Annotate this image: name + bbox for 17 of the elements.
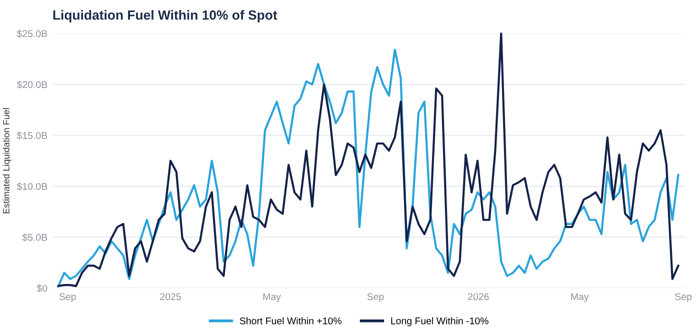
x-tick-label: Sep xyxy=(367,293,384,302)
x-tick-label: May xyxy=(571,293,589,302)
y-tick-label: $25.0B xyxy=(16,30,48,38)
y-tick-label: $20.0B xyxy=(16,80,48,89)
x-tick-label: May xyxy=(263,293,281,302)
y-axis-title: Estimated Liquidation Fuel xyxy=(2,108,12,214)
y-tick-label: $0 xyxy=(36,284,48,292)
x-tick-label: 2026 xyxy=(468,293,489,300)
y-tick-label: $15.0B xyxy=(16,132,48,140)
x-tick-label: Sep xyxy=(59,293,76,302)
chart-title: Liquidation Fuel Within 10% of Spot xyxy=(53,10,278,22)
x-tick-label: Sep xyxy=(675,293,692,302)
y-tick-label: $10.0B xyxy=(16,182,48,190)
x-tick-label: 2025 xyxy=(160,293,181,300)
legend-label: Long Fuel Within -10% xyxy=(391,317,488,326)
legend-label: Short Fuel Within +10% xyxy=(240,317,342,324)
y-tick-label: $5.0B xyxy=(22,234,48,242)
